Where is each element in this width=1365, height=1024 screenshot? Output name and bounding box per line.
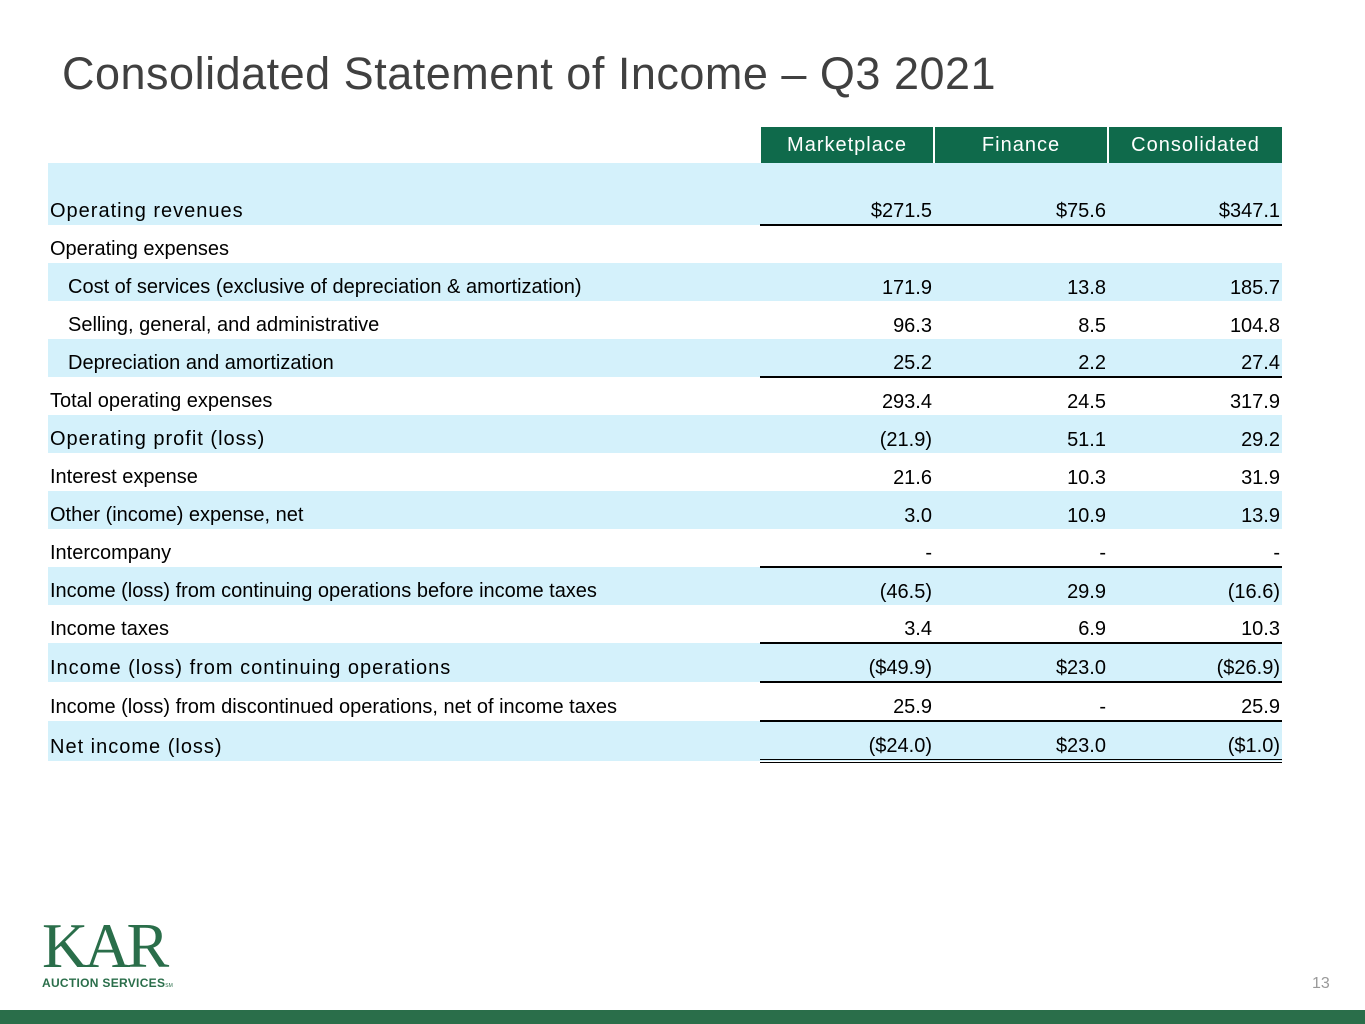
logo: KAR AUCTION SERVICESSM: [42, 910, 173, 992]
table-row: Operating revenues $271.5 $75.6 $347.1: [48, 163, 1282, 226]
cell-value: (21.9): [760, 415, 934, 453]
cell-value: 185.7: [1108, 263, 1282, 301]
cell-empty: [934, 225, 1108, 263]
cell-value: 31.9: [1241, 467, 1280, 489]
logo-name: KAR: [42, 910, 169, 981]
cell-value: -: [934, 529, 1108, 568]
table-row: Other (income) expense, net 3.0 10.9 13.9: [48, 491, 1282, 529]
cell-value: 10.3: [1067, 467, 1106, 489]
cell-value: $75.6: [934, 163, 1108, 226]
cell-value: ($49.9): [760, 643, 934, 683]
table-row: Income (loss) from discontinued operatio…: [48, 682, 1282, 722]
cell-value: (16.6): [1108, 567, 1282, 605]
cell-value: 21.6: [893, 467, 932, 489]
cell-value: 29.9: [934, 567, 1108, 605]
cell-value: 171.9: [760, 263, 934, 301]
cell-value: ($26.9): [1108, 643, 1282, 683]
cell-value: 51.1: [934, 415, 1108, 453]
cell-value: 29.2: [1108, 415, 1282, 453]
cell-empty: [760, 225, 934, 263]
cell-value: $271.5: [760, 163, 934, 226]
title: Consolidated Statement of Income – Q3 20…: [62, 48, 997, 99]
table-row: Net income (loss) ($24.0) $23.0 ($1.0): [48, 721, 1282, 763]
table-row: Interest expense 21.6 10.3 31.9: [48, 453, 1282, 491]
cell-value: $23.0: [934, 721, 1108, 763]
cell-value: -: [760, 529, 934, 568]
page-number: 13: [1312, 975, 1330, 992]
row-label: Income (loss) from continuing operations: [48, 643, 760, 682]
cell-value: 24.5: [1067, 391, 1106, 413]
cell-value: 25.2: [760, 339, 934, 378]
cell-value: 293.4: [881, 391, 932, 413]
row-label: Depreciation and amortization: [48, 339, 760, 377]
cell-value: 13.9: [1108, 491, 1282, 529]
row-label: Net income (loss): [48, 721, 760, 761]
table-row: Income (loss) from continuing operations…: [48, 567, 1282, 605]
row-label: Operating expenses: [50, 238, 230, 260]
row-label: Income (loss) from continuing operations…: [48, 567, 760, 605]
header-row: Marketplace Finance Consolidated: [48, 127, 1282, 163]
row-label: Operating revenues: [48, 163, 760, 225]
col-header: Consolidated: [1107, 127, 1282, 163]
cell-value: 13.8: [934, 263, 1108, 301]
cell-value: 96.3: [893, 315, 932, 337]
cell-value: 104.8: [1229, 315, 1280, 337]
cell-value: $347.1: [1108, 163, 1282, 226]
table-row: Selling, general, and administrative 96.3…: [48, 301, 1282, 339]
cell-value: 317.9: [1229, 391, 1280, 413]
row-label: Intercompany: [50, 542, 172, 564]
table-row: Intercompany - - -: [48, 529, 1282, 568]
row-label: Cost of services (exclusive of depreciat…: [48, 263, 760, 301]
cell-value: 25.9: [760, 682, 934, 722]
income-table: Marketplace Finance Consolidated Operati…: [48, 127, 1282, 763]
cell-value: 25.9: [1108, 682, 1282, 722]
table-row: Operating expenses: [48, 225, 1282, 263]
row-label: Selling, general, and administrative: [68, 314, 380, 336]
cell-value: -: [1108, 529, 1282, 568]
cell-value: 3.0: [760, 491, 934, 529]
col-header: Marketplace: [759, 127, 934, 163]
cell-value: $23.0: [934, 643, 1108, 683]
table-row: Operating profit (loss) (21.9) 51.1 29.2: [48, 415, 1282, 453]
cell-value: 10.9: [934, 491, 1108, 529]
cell-value: 3.4: [760, 605, 934, 644]
col-header: Finance: [933, 127, 1108, 163]
logo-tagline: AUCTION SERVICES: [42, 976, 166, 990]
table-row: Income taxes 3.4 6.9 10.3: [48, 605, 1282, 644]
cell-value: (46.5): [760, 567, 934, 605]
row-label: Income (loss) from discontinued operatio…: [50, 696, 617, 718]
table-row: Total operating expenses 293.4 24.5 317.9: [48, 377, 1282, 415]
cell-value: 10.3: [1108, 605, 1282, 644]
table-row: Cost of services (exclusive of depreciat…: [48, 263, 1282, 301]
row-label: Income taxes: [50, 618, 169, 640]
table-row: Income (loss) from continuing operations…: [48, 643, 1282, 683]
cell-empty: [1108, 225, 1282, 263]
cell-value: ($1.0): [1108, 721, 1282, 763]
row-label: Total operating expenses: [50, 390, 273, 412]
row-label: Other (income) expense, net: [48, 491, 760, 529]
cell-value: 6.9: [934, 605, 1108, 644]
cell-value: ($24.0): [760, 721, 934, 763]
cell-value: 2.2: [934, 339, 1108, 378]
cell-value: 27.4: [1108, 339, 1282, 378]
logo-mark: SM: [165, 983, 173, 989]
table-row: Depreciation and amortization 25.2 2.2 27.4: [48, 339, 1282, 378]
row-label: Interest expense: [50, 466, 198, 488]
footer-bar: [0, 1010, 1365, 1024]
row-label: Operating profit (loss): [48, 415, 760, 453]
cell-value: 8.5: [1078, 315, 1106, 337]
cell-value: -: [934, 682, 1108, 722]
